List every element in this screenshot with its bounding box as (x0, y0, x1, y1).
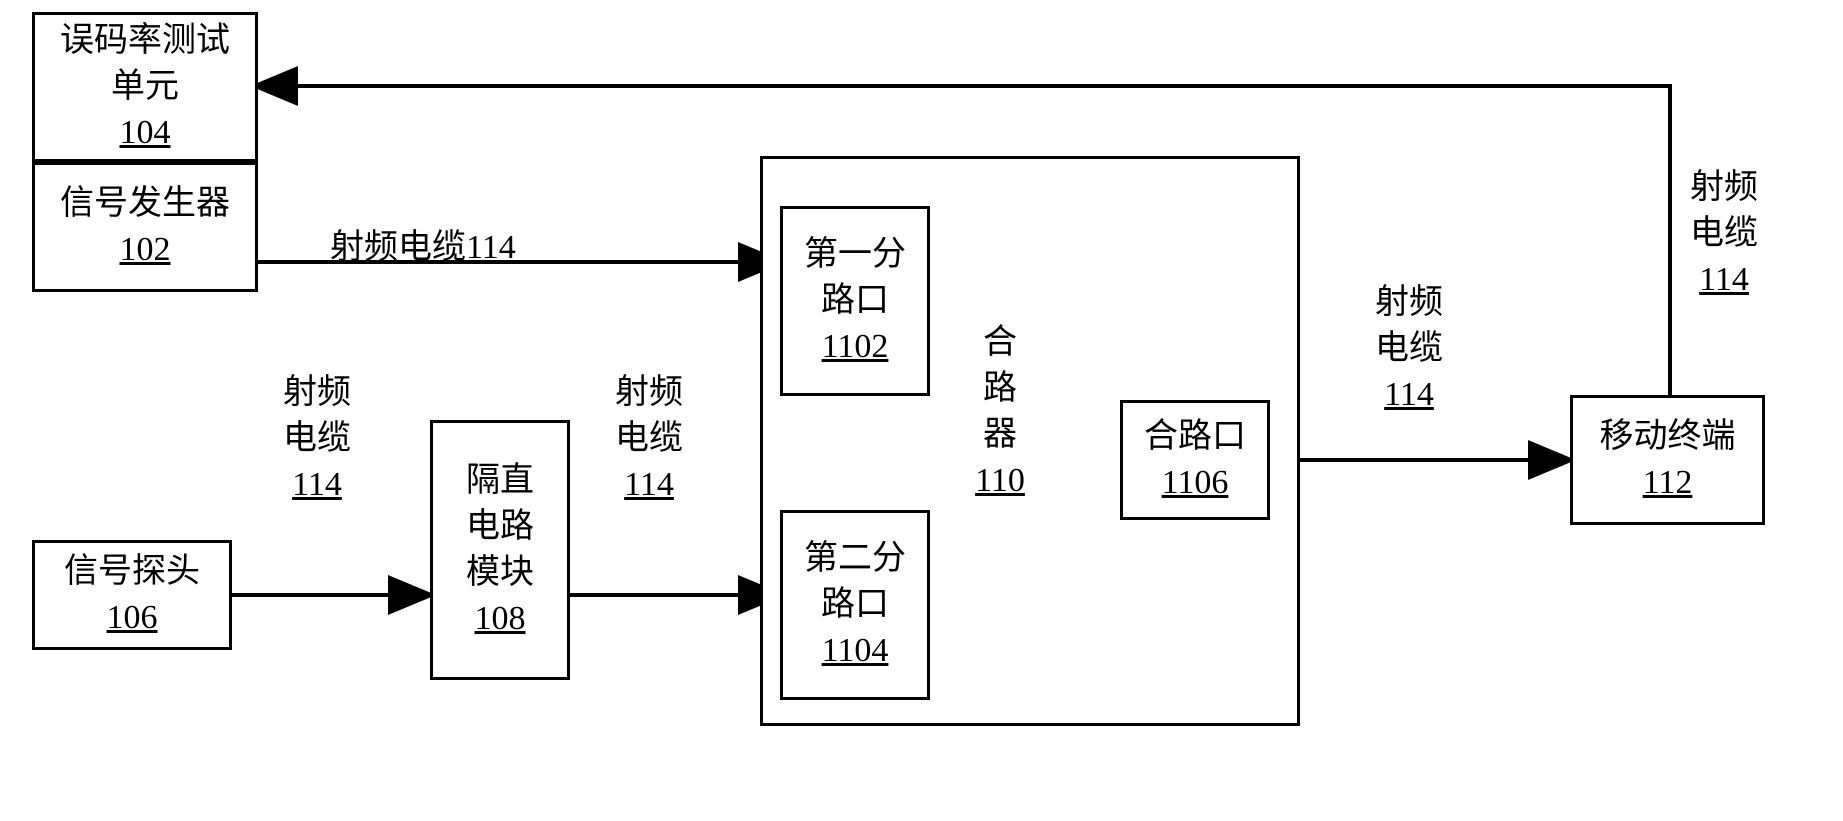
combined-port-box: 合路口 1106 (1120, 400, 1270, 520)
cable4-ref: 114 (1375, 372, 1443, 418)
cable3-t2: 电缆 (615, 416, 683, 462)
terminal-label: 移动终端 (1600, 414, 1736, 460)
combiner-t1: 合 (970, 320, 1030, 366)
cable5-t1: 射频 (1690, 165, 1758, 211)
first-branch-port-box: 第一分 路口 1102 (780, 206, 930, 396)
cable2-t1: 射频 (283, 370, 351, 416)
branch2-ref: 1104 (822, 628, 889, 674)
signal-generator-box: 信号发生器 102 (32, 162, 258, 292)
cable2-t2: 电缆 (283, 416, 351, 462)
cable1-ref: 114 (466, 229, 516, 266)
cable4-t2: 电缆 (1375, 326, 1443, 372)
siggen-ref: 102 (120, 227, 171, 273)
branch1-label-1: 第一分 (804, 232, 906, 278)
cable5-t2: 电缆 (1690, 211, 1758, 257)
cable2-ref: 114 (283, 462, 351, 508)
combiner-title-label: 合 路 器 110 (970, 320, 1030, 504)
terminal-ref: 112 (1643, 460, 1693, 506)
dcblock-label-2: 电路 (466, 504, 534, 550)
dcblock-label-1: 隔直 (466, 458, 534, 504)
branch2-label-1: 第二分 (804, 536, 906, 582)
branch2-label-2: 路口 (821, 582, 889, 628)
dcblock-ref: 108 (475, 596, 526, 642)
ber-label-1: 误码率测试 (60, 18, 230, 64)
rf-cable-label-4: 射频 电缆 114 (1375, 280, 1443, 418)
combiner-t3: 器 (970, 412, 1030, 458)
signal-probe-box: 信号探头 106 (32, 540, 232, 650)
dc-block-module-box: 隔直 电路 模块 108 (430, 420, 570, 680)
siggen-label: 信号发生器 (60, 181, 230, 227)
rf-cable-label-1: 射频电缆114 (330, 225, 516, 271)
dcblock-label-3: 模块 (466, 550, 534, 596)
second-branch-port-box: 第二分 路口 1104 (780, 510, 930, 700)
cable4-t1: 射频 (1375, 280, 1443, 326)
combiner-ref: 110 (970, 458, 1030, 504)
cable1-text: 射频电缆 (330, 229, 466, 266)
ber-ref: 104 (120, 110, 171, 156)
probe-ref: 106 (107, 595, 158, 641)
cable3-ref: 114 (615, 462, 683, 508)
cable5-ref: 114 (1690, 257, 1758, 303)
probe-label: 信号探头 (64, 549, 200, 595)
combport-ref: 1106 (1162, 460, 1229, 506)
branch1-label-2: 路口 (821, 278, 889, 324)
ber-test-unit-box: 误码率测试 单元 104 (32, 12, 258, 162)
rf-cable-label-5: 射频 电缆 114 (1690, 165, 1758, 303)
cable3-t1: 射频 (615, 370, 683, 416)
combport-label: 合路口 (1144, 414, 1246, 460)
mobile-terminal-box: 移动终端 112 (1570, 395, 1765, 525)
rf-cable-label-3: 射频 电缆 114 (615, 370, 683, 508)
rf-cable-label-2: 射频 电缆 114 (283, 370, 351, 508)
branch1-ref: 1102 (822, 324, 889, 370)
ber-label-2: 单元 (111, 64, 179, 110)
combiner-t2: 路 (970, 366, 1030, 412)
